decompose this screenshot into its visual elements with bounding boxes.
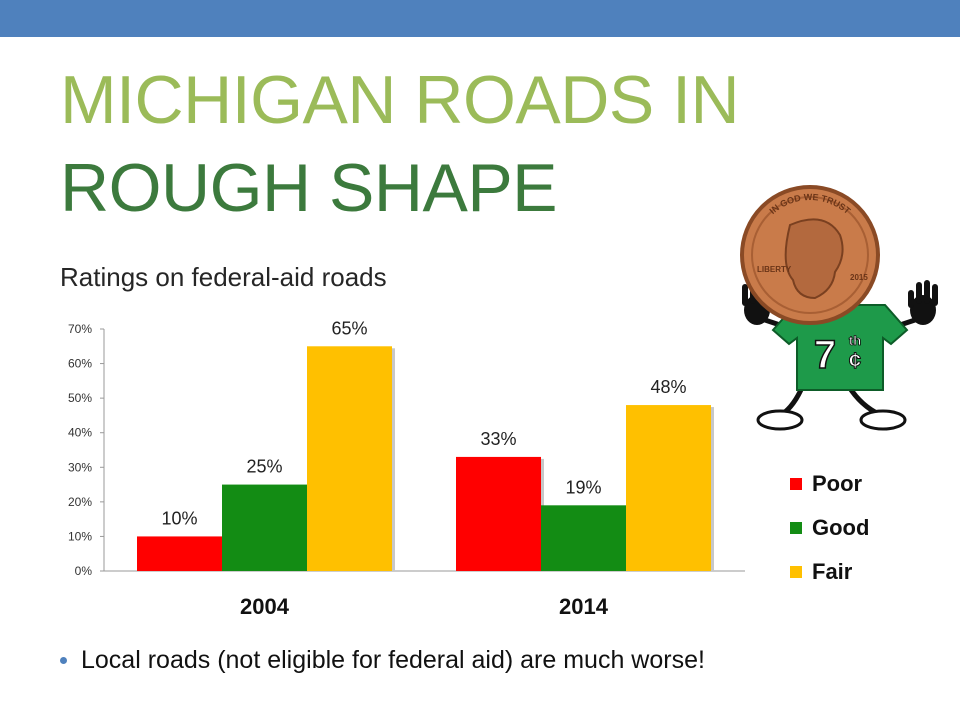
bar-poor-2014	[456, 456, 541, 571]
bar-chart: 0% 10% 20% 30% 40% 50% 60% 70% 10% 25% 65% 2004 33% 1…	[68, 318, 745, 619]
y-tick-label: 10%	[68, 529, 92, 543]
legend-item-fair: Fair	[790, 550, 869, 594]
bar-good-2004	[222, 484, 307, 571]
chart-legend: Poor Good Fair	[790, 462, 869, 594]
penny-mascot: 7 th ¢ IN GOD WE TRUST LIBERTY 2015	[740, 185, 938, 431]
legend-swatch-poor	[790, 478, 802, 490]
coin-liberty: LIBERTY	[757, 265, 792, 274]
legend-label-good: Good	[812, 515, 870, 540]
data-label: 19%	[565, 477, 601, 497]
category-label: 2004	[240, 594, 290, 619]
data-label: 10%	[161, 508, 197, 528]
legend-label-poor: Poor	[812, 471, 863, 496]
legend-item-good: Good	[790, 506, 869, 550]
bar-fair-2014	[626, 405, 711, 571]
bullet-text: Local roads (not eligible for federal ai…	[81, 646, 705, 674]
y-tick-label: 50%	[68, 391, 92, 405]
shirt-number: 7	[814, 333, 836, 377]
data-label: 25%	[246, 457, 282, 477]
bar-good-2014	[541, 505, 626, 571]
y-tick-label: 30%	[68, 460, 92, 474]
bullet-item: Local roads (not eligible for federal ai…	[60, 646, 705, 675]
bar-poor-2004	[137, 536, 222, 571]
mascot-shirt	[771, 304, 909, 391]
bullet-dot-icon	[60, 657, 67, 664]
slide-title-line-1: MICHIGAN ROADS IN	[60, 62, 740, 138]
legend-swatch-good	[790, 522, 802, 534]
slide-title-line-2: ROUGH SHAPE	[60, 150, 558, 226]
category-label: 2014	[559, 594, 609, 619]
lincoln-profile	[784, 218, 844, 300]
coin-year: 2015	[850, 273, 868, 282]
shirt-cent-sign: ¢	[849, 348, 861, 373]
data-label: 65%	[331, 318, 367, 338]
y-tick-label: 0%	[75, 564, 93, 578]
y-tick-label: 70%	[68, 322, 92, 336]
legend-swatch-fair	[790, 566, 802, 578]
shirt-superscript: th	[849, 333, 861, 348]
data-label: 33%	[480, 429, 516, 449]
right-glove-icon	[908, 280, 938, 325]
bar-fair-2004	[307, 346, 392, 571]
legend-label-fair: Fair	[812, 559, 853, 584]
data-label: 48%	[650, 377, 686, 397]
left-shoe	[756, 409, 804, 431]
chart-title: Ratings on federal-aid roads	[60, 262, 387, 292]
y-tick-label: 40%	[68, 426, 92, 440]
right-shoe	[859, 409, 907, 431]
legend-item-poor: Poor	[790, 462, 869, 506]
y-tick-label: 20%	[68, 495, 92, 509]
y-tick-label: 60%	[68, 357, 92, 371]
top-accent-bar	[0, 0, 960, 37]
